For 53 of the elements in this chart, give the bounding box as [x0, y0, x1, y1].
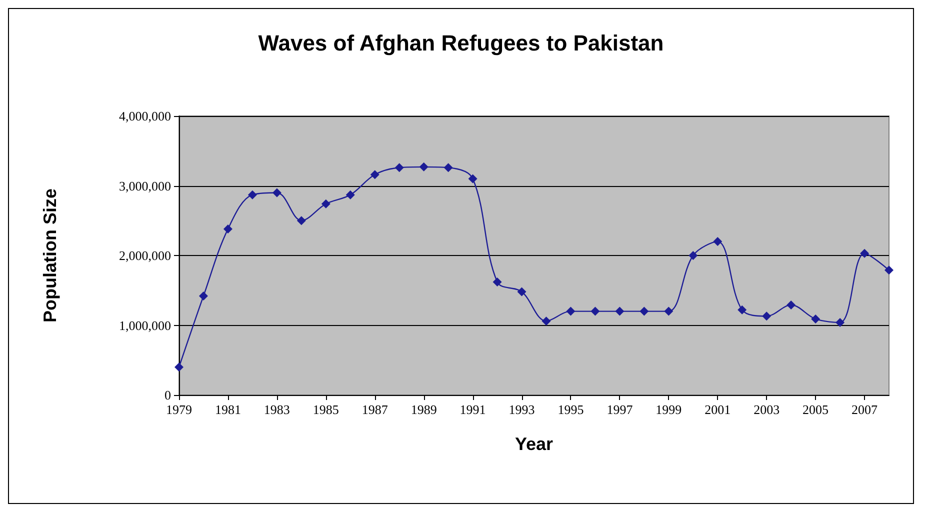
- x-tick-label: 1987: [362, 402, 388, 417]
- point: [321, 199, 330, 208]
- point: [198, 291, 208, 300]
- point: [688, 251, 698, 260]
- point: [738, 305, 747, 314]
- point: [762, 312, 772, 321]
- point: [542, 316, 551, 326]
- point: [517, 287, 526, 296]
- point: [664, 306, 674, 316]
- point: [615, 306, 624, 316]
- y-tick-label: 3,000,000: [119, 178, 171, 194]
- point: [174, 362, 184, 372]
- point: [370, 170, 380, 180]
- y-tick-label: 1,000,000: [119, 318, 171, 333]
- point: [884, 266, 894, 275]
- x-tick-label: 2001: [704, 402, 731, 417]
- x-tick-label: 1985: [312, 402, 339, 417]
- point: [566, 306, 576, 316]
- x-axis-title: Year: [514, 434, 554, 454]
- point: [713, 237, 722, 246]
- y-tick-label: 2,000,000: [119, 248, 171, 263]
- point: [590, 306, 600, 316]
- x-tick-label: 2005: [802, 402, 829, 417]
- x-tick-label: 1981: [214, 402, 241, 417]
- point: [640, 306, 649, 316]
- point: [248, 190, 257, 200]
- x-tick-label: 1999: [656, 402, 682, 417]
- point: [444, 163, 453, 172]
- y-axis-title: Population Size: [40, 188, 60, 323]
- x-tick-label: 1989: [410, 402, 437, 417]
- point: [419, 162, 428, 172]
- point: [468, 174, 478, 184]
- x-tick-label: 1993: [508, 402, 535, 417]
- point: [786, 300, 796, 310]
- point: [394, 163, 404, 172]
- x-tick-label: 1991: [460, 402, 486, 417]
- point: [346, 190, 355, 200]
- point: [492, 278, 502, 287]
- x-tick-label: 1997: [606, 402, 634, 417]
- x-tick-label: 1979: [166, 402, 192, 417]
- x-tick-label: 2003: [754, 402, 780, 417]
- point: [836, 318, 845, 327]
- x-tick-label: 2007: [852, 402, 878, 417]
- y-tick-label: 4,000,000: [119, 108, 171, 124]
- chart-title: Waves of Afghan Refugees to Pakistan: [258, 30, 664, 56]
- x-tick-label: 1995: [558, 402, 584, 417]
- point: [223, 224, 232, 234]
- point: [860, 248, 870, 258]
- point: [272, 188, 282, 198]
- point: [296, 216, 306, 226]
- y-tick-label: 0: [164, 388, 171, 402]
- x-tick-label: 1983: [264, 402, 290, 417]
- point: [811, 314, 820, 324]
